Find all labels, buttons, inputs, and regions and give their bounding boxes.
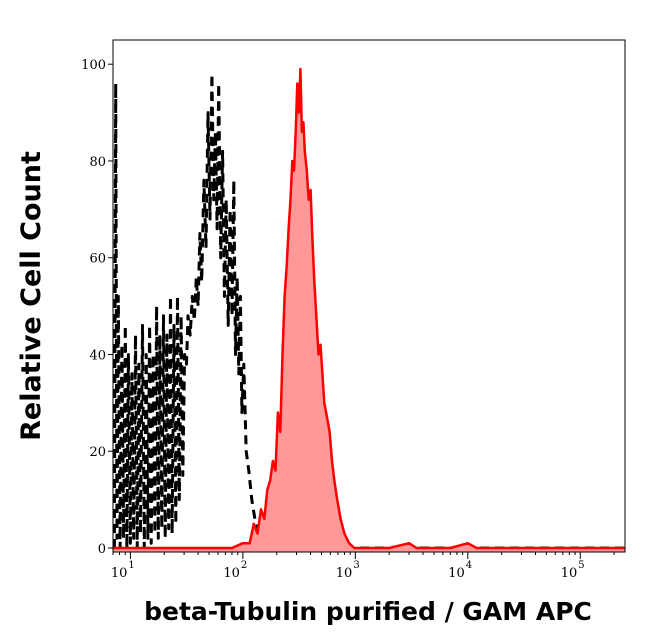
y-tick-label-60: 60 (89, 252, 106, 267)
x-tick-label-5: 10 (561, 566, 578, 581)
y-tick-label-100: 100 (81, 58, 106, 73)
series-1-fill (113, 69, 625, 552)
y-tick-label-80: 80 (89, 155, 106, 170)
x-tick-exp-2: 2 (241, 560, 247, 571)
x-axis-label: beta-Tubulin purified / GAM APC (144, 597, 592, 626)
y-axis-label: Relative Cell Count (16, 151, 47, 441)
x-tick-label-4: 10 (448, 566, 465, 581)
plot-frame (112, 39, 626, 553)
x-tick-exp-3: 3 (353, 560, 359, 571)
x-tick-label-2: 10 (223, 566, 240, 581)
y-tick-label-0: 0 (98, 542, 106, 557)
x-tick-exp-1: 1 (128, 560, 134, 571)
x-tick-exp-5: 5 (578, 560, 584, 571)
series-1-line (113, 67, 625, 550)
x-tick-label-3: 10 (336, 566, 353, 581)
y-tick-label-20: 20 (89, 445, 106, 460)
x-tick-exp-4: 4 (466, 560, 472, 571)
series-0-line (112, 72, 625, 550)
y-tick-label-40: 40 (89, 348, 106, 363)
x-tick-label-1: 10 (111, 566, 128, 581)
